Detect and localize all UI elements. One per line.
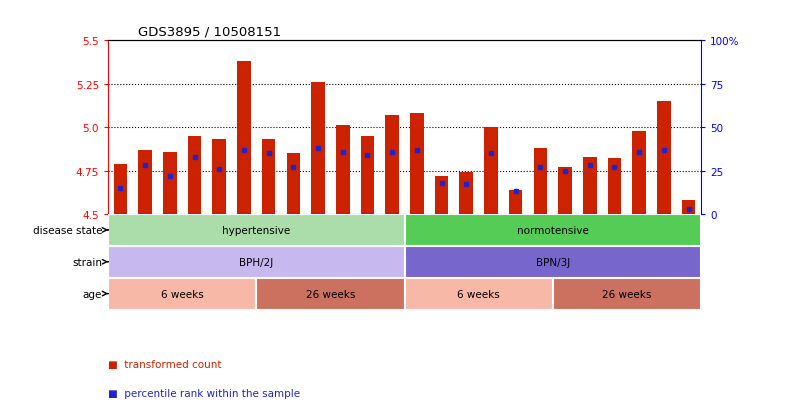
Bar xyxy=(312,83,325,214)
Text: BPN/3J: BPN/3J xyxy=(536,257,570,267)
Bar xyxy=(509,190,522,214)
Text: 6 weeks: 6 weeks xyxy=(161,289,203,299)
Bar xyxy=(608,159,622,214)
Bar xyxy=(114,164,127,214)
Text: 26 weeks: 26 weeks xyxy=(306,289,355,299)
Bar xyxy=(262,140,276,214)
Text: GDS3895 / 10508151: GDS3895 / 10508151 xyxy=(138,26,281,39)
Bar xyxy=(405,214,701,246)
Bar xyxy=(410,114,424,214)
Text: age: age xyxy=(83,289,103,299)
Bar xyxy=(632,131,646,214)
Bar xyxy=(682,201,695,214)
Text: hypertensive: hypertensive xyxy=(222,225,291,235)
Text: normotensive: normotensive xyxy=(517,225,589,235)
Text: BPH/2J: BPH/2J xyxy=(239,257,273,267)
Text: strain: strain xyxy=(72,257,103,267)
Text: ■  percentile rank within the sample: ■ percentile rank within the sample xyxy=(108,388,300,398)
Bar xyxy=(435,176,449,214)
Bar xyxy=(583,157,597,214)
Bar xyxy=(287,154,300,214)
Bar xyxy=(533,149,547,214)
Bar xyxy=(108,246,405,278)
Bar xyxy=(405,246,701,278)
Bar xyxy=(553,278,701,310)
Bar xyxy=(460,173,473,214)
Bar xyxy=(558,168,572,214)
Bar xyxy=(108,278,256,310)
Bar xyxy=(139,150,152,214)
Bar xyxy=(360,137,374,214)
Bar xyxy=(256,278,405,310)
Text: 6 weeks: 6 weeks xyxy=(457,289,500,299)
Bar xyxy=(163,152,177,214)
Bar xyxy=(385,116,399,214)
Bar xyxy=(212,140,226,214)
Bar xyxy=(405,278,553,310)
Text: disease state: disease state xyxy=(33,225,103,235)
Bar xyxy=(187,137,201,214)
Bar xyxy=(237,62,251,214)
Bar xyxy=(484,128,497,214)
Bar xyxy=(336,126,349,214)
Text: 26 weeks: 26 weeks xyxy=(602,289,651,299)
Text: ■  transformed count: ■ transformed count xyxy=(108,359,222,369)
Bar xyxy=(108,214,405,246)
Bar xyxy=(657,102,670,214)
